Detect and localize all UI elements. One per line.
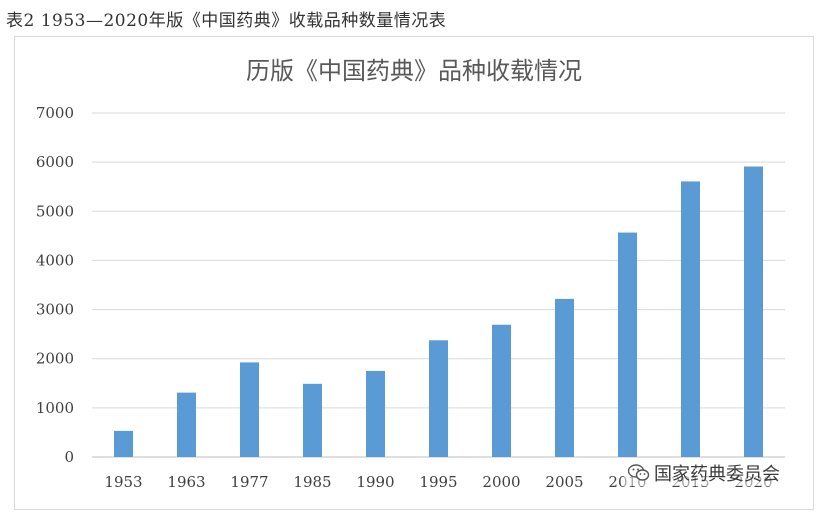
chart-title: 历版《中国药典》品种收载情况 <box>246 57 582 85</box>
x-tick-label: 2005 <box>545 473 583 491</box>
y-tick-label: 2000 <box>36 350 74 368</box>
x-tick-label: 2000 <box>482 473 520 491</box>
bar <box>177 392 196 457</box>
chart-frame: 历版《中国药典》品种收载情况 <box>14 36 814 510</box>
bar <box>744 166 763 457</box>
y-tick-label: 1000 <box>36 399 74 417</box>
bar <box>681 181 700 457</box>
y-tick-label: 7000 <box>36 104 74 122</box>
bar <box>618 232 637 457</box>
bar <box>555 298 574 457</box>
x-tick-label: 1995 <box>419 473 457 491</box>
bar <box>114 430 133 457</box>
x-tick-label: 1963 <box>167 473 205 491</box>
wechat-icon <box>628 464 650 481</box>
y-tick-label: 4000 <box>36 251 74 269</box>
bar <box>303 383 322 457</box>
x-tick-label: 1953 <box>104 473 142 491</box>
y-tick-label: 5000 <box>36 202 74 220</box>
watermark: 国家药典委员会 <box>624 460 784 486</box>
y-tick-label: 3000 <box>36 301 74 319</box>
x-tick-label: 1985 <box>293 473 331 491</box>
watermark-text: 国家药典委员会 <box>654 464 780 485</box>
x-tick-label: 1977 <box>230 473 268 491</box>
table-caption: 表2 1953—2020年版《中国药典》收载品种数量情况表 <box>6 11 447 31</box>
y-tick-label: 6000 <box>36 153 74 171</box>
bar <box>492 324 511 457</box>
y-tick-label: 0 <box>64 448 74 466</box>
bar <box>429 340 448 457</box>
bar <box>366 370 385 457</box>
x-tick-label: 1990 <box>356 473 394 491</box>
bar <box>240 362 259 457</box>
